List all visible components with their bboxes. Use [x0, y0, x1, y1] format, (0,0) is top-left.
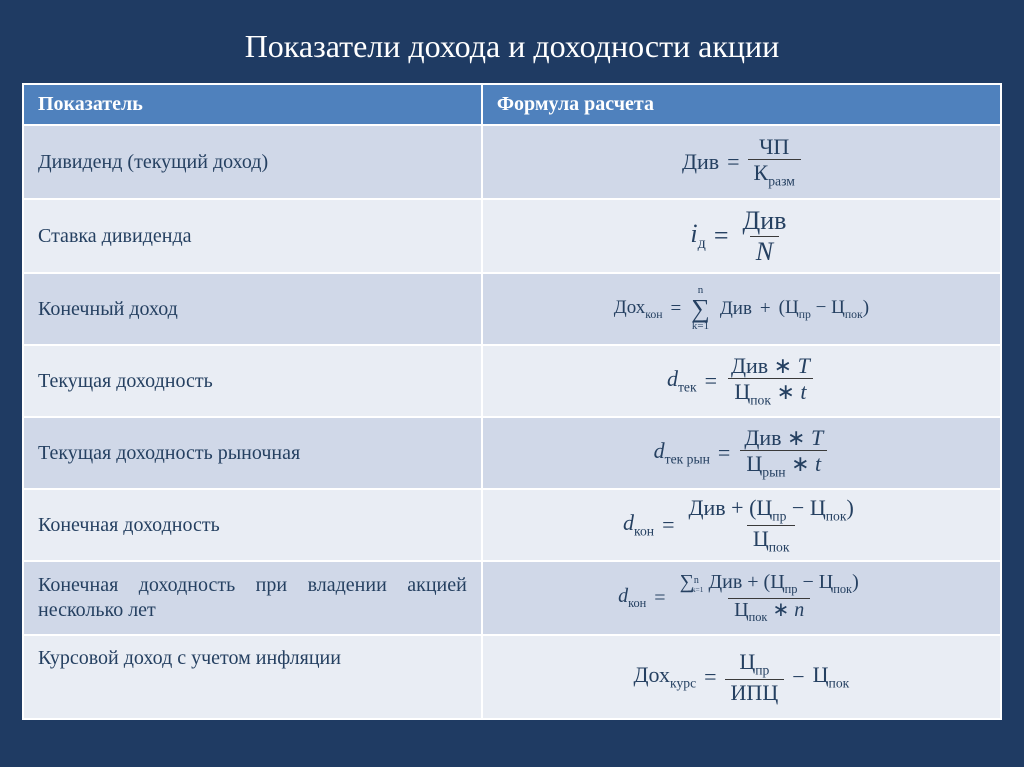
fraction: Цпр ИПЦ [725, 650, 785, 704]
table-row: Конечный доход Дохкон = n ∑ k=1 Див + (Ц… [23, 273, 1001, 345]
fraction: Див N [737, 207, 793, 265]
formula-lhs: iд [690, 219, 705, 253]
indicator-cell: Конечная доходность при владении акцией … [23, 561, 482, 635]
equals-sign: = [704, 664, 716, 690]
table-row: Текущая доходность dтек = Див ∗ T Цпок ∗… [23, 345, 1001, 417]
table-row: Конечная доходность dкон = Див + (Цпр − … [23, 489, 1001, 561]
sum-sigma: n ∑ k=1 [691, 286, 710, 332]
formula-lhs: Дохкон [614, 297, 663, 322]
paren-group: (Цпр − Цпок) [779, 297, 869, 322]
equals-sign: = [714, 221, 729, 251]
table-row: Текущая доходность рыночная dтек рын = Д… [23, 417, 1001, 489]
indicator-cell: Дивиденд (текущий доход) [23, 125, 482, 199]
formula-cell: dкон = ∑nk=1 Див + (Цпр − Цпок) Цпок ∗ n [482, 561, 1001, 635]
table-row: Конечная доходность при владении акцией … [23, 561, 1001, 635]
formula-cell: Дохкурс = Цпр ИПЦ − Цпок [482, 635, 1001, 719]
equals-sign: = [671, 298, 682, 320]
col-indicator: Показатель [23, 84, 482, 125]
fraction-den: Цпок ∗ t [728, 378, 812, 408]
fraction-num: ЧП [753, 135, 795, 159]
formula-cell: iд = Див N [482, 199, 1001, 273]
formula-lhs: dкон [623, 510, 654, 539]
slide: Показатели дохода и доходности акции Пок… [0, 0, 1024, 767]
fraction: Див + (Цпр − Цпок) Цпок [683, 496, 860, 554]
formula-cell: Дохкон = n ∑ k=1 Див + (Цпр − Цпок) [482, 273, 1001, 345]
fraction-num: Див ∗ T [738, 426, 829, 450]
table-row: Ставка дивиденда iд = Див N [23, 199, 1001, 273]
fraction-num: ∑nk=1 Див + (Цпр − Цпок) [674, 572, 865, 597]
indicator-cell: Текущая доходность [23, 345, 482, 417]
formula-lhs: Дохкурс [634, 662, 697, 691]
indicators-table: Показатель Формула расчета Дивиденд (тек… [22, 83, 1002, 720]
sum-term: Див [720, 298, 752, 320]
equals-sign: = [705, 368, 717, 394]
col-formula: Формула расчета [482, 84, 1001, 125]
fraction-num: Цпр [733, 650, 775, 679]
fraction-den: N [750, 236, 779, 265]
fraction-den: Кразм [748, 159, 801, 189]
indicator-cell: Конечный доход [23, 273, 482, 345]
indicator-cell: Текущая доходность рыночная [23, 417, 482, 489]
fraction-num: Див [737, 207, 793, 235]
fraction-den: Цпок ∗ n [728, 598, 810, 624]
table-row: Дивиденд (текущий доход) Див = ЧП Кразм [23, 125, 1001, 199]
table-row: Курсовой доход с учетом инфляции Дохкурс… [23, 635, 1001, 719]
formula-cell: Див = ЧП Кразм [482, 125, 1001, 199]
fraction-den: Цпок [747, 525, 796, 555]
equals-sign: = [654, 587, 665, 610]
equals-sign: = [718, 440, 730, 466]
indicator-cell: Курсовой доход с учетом инфляции [23, 635, 482, 719]
indicator-cell: Ставка дивиденда [23, 199, 482, 273]
indicator-cell: Конечная доходность [23, 489, 482, 561]
fraction: Див ∗ T Цпок ∗ t [725, 354, 816, 408]
fraction-num: Див + (Цпр − Цпок) [683, 496, 860, 525]
fraction: Див ∗ T Црын ∗ t [738, 426, 829, 480]
slide-title: Показатели дохода и доходности акции [0, 0, 1024, 83]
equals-sign: = [727, 149, 739, 175]
tail-term: Цпок [813, 662, 850, 691]
fraction-den: ИПЦ [725, 679, 785, 704]
fraction-num: Див ∗ T [725, 354, 816, 378]
fraction: ЧП Кразм [748, 135, 801, 189]
formula-cell: dкон = Див + (Цпр − Цпок) Цпок [482, 489, 1001, 561]
formula-lhs: dтек рын [654, 438, 710, 467]
equals-sign: = [662, 512, 674, 538]
formula-lhs: dкон [618, 585, 646, 611]
fraction-den: Црын ∗ t [740, 450, 827, 480]
table-header-row: Показатель Формула расчета [23, 84, 1001, 125]
formula-lhs: dтек [667, 366, 697, 395]
formula-lhs: Див [682, 149, 719, 175]
fraction: ∑nk=1 Див + (Цпр − Цпок) Цпок ∗ n [674, 572, 865, 623]
formula-cell: dтек рын = Див ∗ T Црын ∗ t [482, 417, 1001, 489]
formula-cell: dтек = Див ∗ T Цпок ∗ t [482, 345, 1001, 417]
